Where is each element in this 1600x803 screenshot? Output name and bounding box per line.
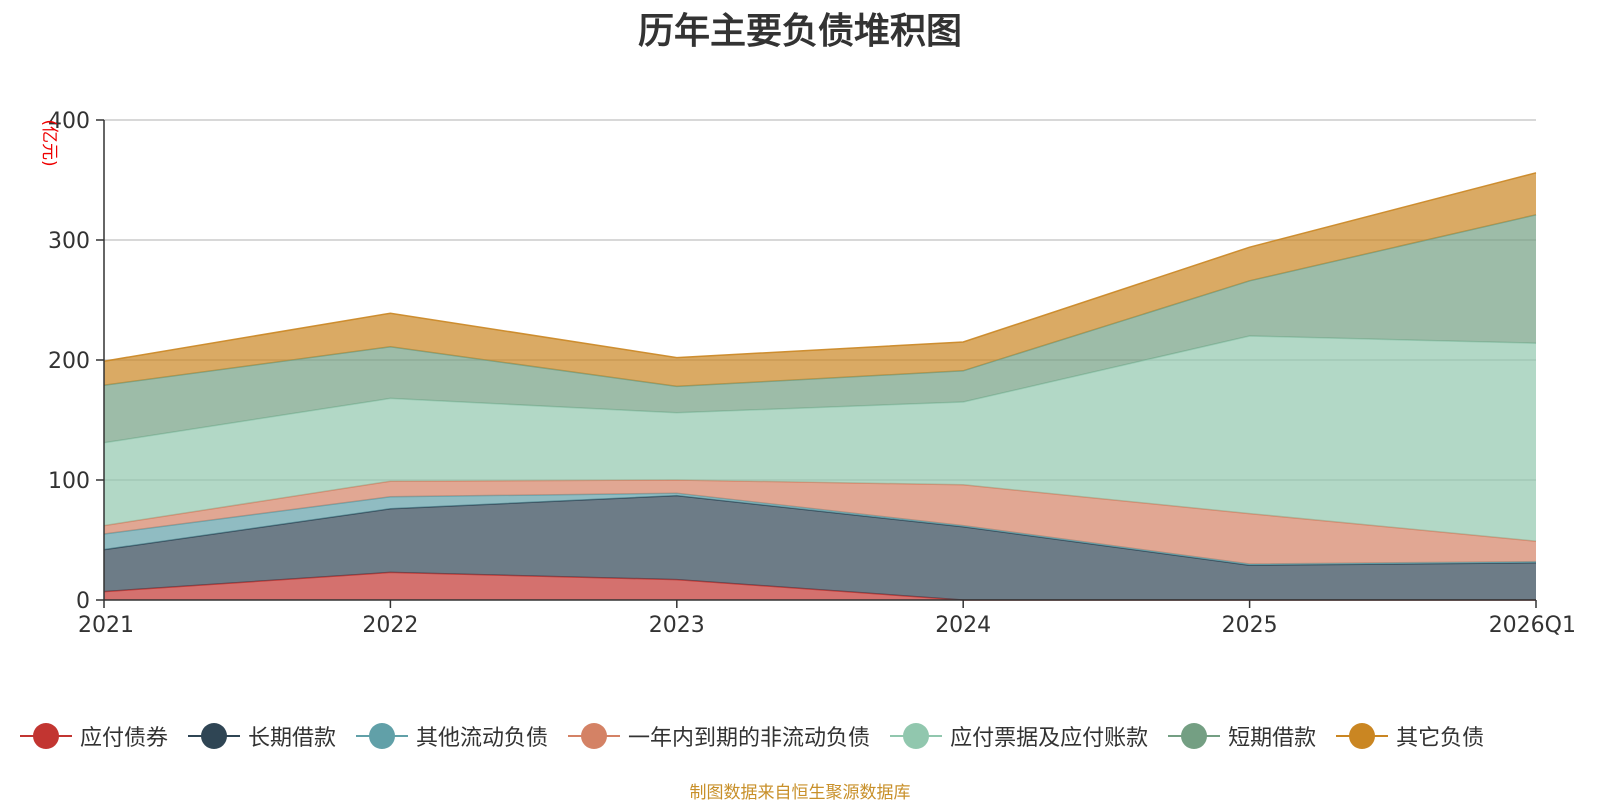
legend: 应付债券 长期借款 其他流动负债 一年内到期的非流动负债 应付票据及应付账款 短期借款 其它…	[20, 718, 1590, 754]
area-series-line-6	[103, 172, 1537, 362]
legend-marker-icon	[20, 723, 72, 749]
y-axis-unit-label: (亿元)	[39, 119, 59, 166]
legend-label: 其他流动负债	[416, 726, 549, 751]
legend-label: 其它负债	[1396, 726, 1485, 751]
area-series-1	[104, 495, 1536, 600]
legend-marker-icon	[1336, 723, 1389, 749]
x-tick-label: 2023	[649, 613, 705, 638]
y-tick-label: 400	[48, 109, 90, 134]
legend-label: 短期借款	[1228, 726, 1317, 751]
area-series-line-5	[103, 214, 1537, 388]
area-series-6	[104, 172, 1536, 387]
x-tick-label: 2022	[362, 613, 418, 638]
y-tick-label: 100	[48, 469, 90, 494]
chart-title: 历年主要负债堆积图	[637, 11, 962, 52]
legend-item[interactable]: 应付票据及应付账款	[890, 720, 1148, 752]
legend-label: 一年内到期的非流动负债	[628, 726, 871, 751]
legend-marker-icon	[890, 723, 943, 749]
legend-label: 应付票据及应付账款	[950, 726, 1149, 751]
legend-item[interactable]: 应付债券	[20, 720, 168, 752]
legend-label: 应付债券	[80, 726, 169, 751]
area-series-group	[103, 172, 1537, 601]
y-tick-label: 300	[48, 229, 90, 254]
source-note: 制图数据来自恒生聚源数据库	[689, 783, 911, 803]
legend-marker-icon	[188, 723, 241, 749]
x-tick-label: 2021	[78, 613, 134, 638]
y-tick-label: 0	[76, 589, 90, 614]
y-tick-label: 200	[48, 349, 90, 374]
legend-item[interactable]: 长期借款	[188, 720, 336, 752]
legend-item[interactable]: 其它负债	[1336, 720, 1484, 752]
legend-item[interactable]: 其他流动负债	[356, 720, 548, 752]
legend-marker-icon	[356, 723, 409, 749]
legend-marker-icon	[1168, 723, 1221, 749]
x-tick-label: 2026Q1	[1489, 613, 1576, 638]
area-series-5	[104, 214, 1536, 443]
x-tick-label: 2024	[935, 613, 991, 638]
legend-label: 长期借款	[248, 726, 337, 751]
x-tick-label: 2025	[1222, 613, 1278, 638]
axes: 0 100 200 300 400 2021 2022 2023 2024 2025 2026Q1	[48, 109, 1576, 638]
legend-item[interactable]: 短期借款	[1168, 720, 1316, 752]
legend-marker-icon	[568, 723, 621, 749]
legend-item[interactable]: 一年内到期的非流动负债	[568, 720, 870, 752]
area-series-3	[104, 480, 1536, 564]
area-series-0	[104, 572, 1536, 600]
area-series-4	[104, 336, 1536, 542]
